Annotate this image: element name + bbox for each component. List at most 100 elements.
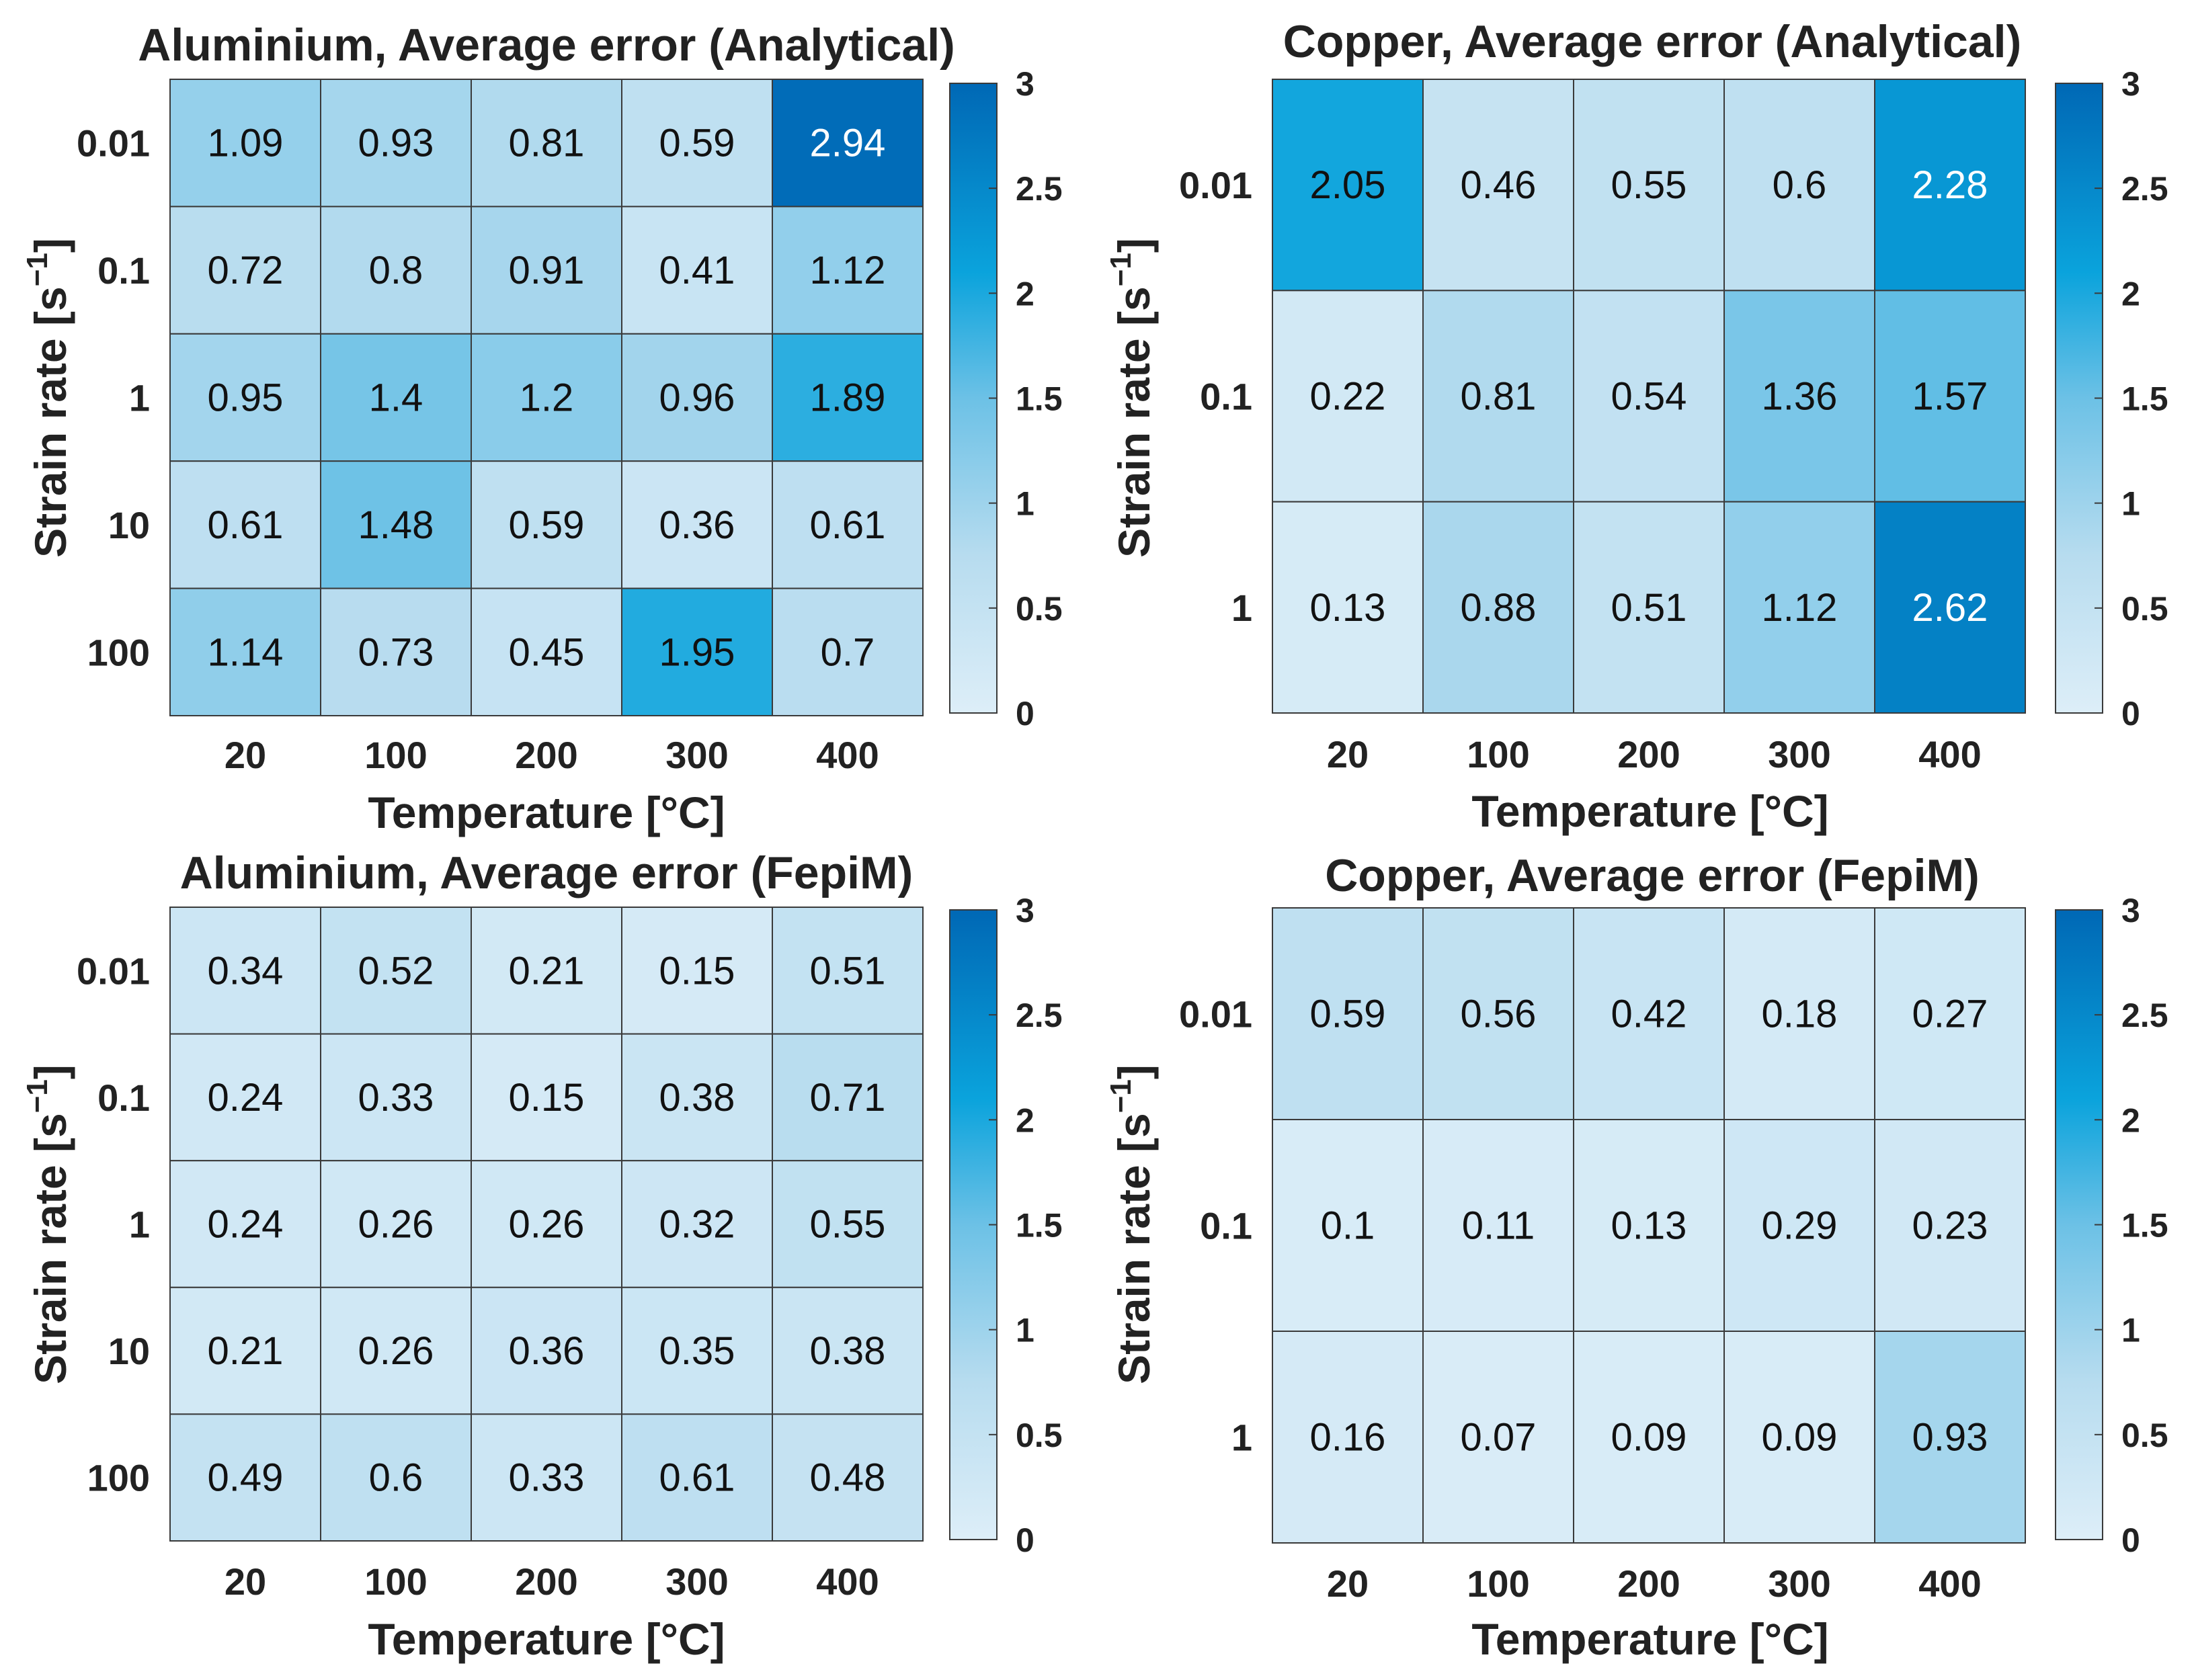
x-axis-label: Temperature [°C]: [368, 788, 725, 837]
heatmap-cell: [1422, 907, 1574, 1120]
heatmap-cell: [1422, 1331, 1574, 1544]
chart-title: Copper, Average error (FepiM): [1325, 850, 1980, 901]
y-tick-label: 1: [1231, 587, 1252, 629]
cell-label: 0.73: [358, 630, 434, 674]
x-tick-label: 100: [1467, 733, 1529, 775]
cell-label: 0.35: [659, 1329, 735, 1373]
cell-label: 1.14: [208, 630, 284, 674]
heatmap-cell: [169, 79, 321, 208]
cell-label: 0.24: [208, 1076, 284, 1120]
cell-label: 0.81: [1461, 375, 1537, 419]
heatmap-cell: [1573, 907, 1725, 1120]
cell-label: 0.59: [659, 122, 735, 165]
colorbar-tick-label: 1.5: [2121, 1207, 2168, 1245]
x-tick-label: 200: [515, 1560, 577, 1603]
y-axis-label-text: Strain rate [s: [1109, 1113, 1159, 1384]
heatmap-cell: [772, 1033, 924, 1162]
cell-label: 0.09: [1762, 1416, 1838, 1460]
y-axis-label-text: Strain rate [s: [1109, 286, 1159, 557]
colorbar-tick-label: 3: [2121, 65, 2140, 103]
y-tick-label: 10: [108, 504, 150, 546]
y-tick-label: 1: [1231, 1417, 1252, 1459]
cell-label: 0.72: [208, 249, 284, 292]
heatmap-cell: [621, 1033, 773, 1162]
cell-label: 0.34: [208, 949, 284, 993]
y-tick-label: 0.01: [77, 950, 150, 992]
cell-label: 0.13: [1611, 1204, 1687, 1248]
y-axis-label-end: ]: [1109, 1064, 1159, 1079]
cell-label: 0.51: [1611, 586, 1687, 630]
heatmap-cell: [1874, 1119, 2026, 1332]
heatmap-cell: [1573, 1119, 1725, 1332]
heatmap-cell: [471, 206, 622, 335]
colorbar-tick-label: 2.5: [1016, 997, 1063, 1034]
cell-label: 0.61: [810, 503, 886, 547]
heatmap-panel-2: Copper, Average error (Analytical) 2.05 0.…: [1104, 16, 2168, 836]
cell-label: 0.33: [358, 1076, 434, 1120]
heatmap-cell: [1723, 1119, 1875, 1332]
y-tick-label: 0.01: [77, 122, 150, 165]
y-tick-label: 0.1: [97, 1077, 150, 1119]
cell-label: 0.6: [1773, 163, 1827, 207]
heatmap-border: [1272, 79, 2026, 714]
cell-label: 0.45: [509, 630, 585, 674]
y-axis-label-text: Strain rate [s: [26, 1113, 75, 1384]
cell-label: 0.52: [358, 949, 434, 993]
heatmap-border: [169, 79, 924, 716]
x-tick-label: 300: [1768, 733, 1830, 775]
cell-label: 0.24: [208, 1203, 284, 1247]
cell-label: 0.59: [509, 503, 585, 547]
colorbar-tick-label: 0.5: [2121, 1417, 2168, 1454]
x-tick-label: 400: [1918, 1562, 1981, 1605]
cell-label: 1.4: [369, 376, 423, 420]
colorbar-tick-label: 2: [2121, 1101, 2140, 1139]
colorbar-tick-label: 2: [2121, 275, 2140, 312]
cell-label: 1.95: [659, 630, 735, 674]
heatmap-cell: [621, 79, 773, 208]
heatmap-cell: [471, 1160, 622, 1288]
cell-label: 1.09: [208, 122, 284, 165]
heatmap-cell: [621, 1413, 773, 1542]
cell-label: 2.94: [810, 122, 886, 165]
x-tick-label: 100: [364, 1560, 427, 1603]
cell-label: 0.49: [208, 1456, 284, 1500]
y-axis-label-exponent: −1: [1104, 1079, 1137, 1113]
cell-label: 0.71: [810, 1076, 886, 1120]
cell-label: 2.62: [1912, 586, 1988, 630]
y-tick-label: 0.1: [1200, 1205, 1252, 1247]
heatmap-cell: [1272, 290, 1424, 503]
cell-label: 1.48: [358, 503, 434, 547]
cell-label: 0.16: [1310, 1416, 1386, 1460]
colorbar-tick-label: 1: [1016, 1312, 1034, 1349]
heatmap-cell: [169, 907, 321, 1035]
y-tick-label: 100: [87, 631, 150, 673]
y-axis-label-exponent: −1: [21, 253, 54, 286]
cell-label: 0.41: [659, 249, 735, 292]
heatmap-cell: [471, 587, 622, 716]
colorbar-tick-label: 0.5: [2121, 590, 2168, 628]
heatmap-cell: [320, 1033, 472, 1162]
cell-label: 0.21: [208, 1329, 284, 1373]
cell-label: 0.27: [1912, 993, 1988, 1036]
heatmap-cell: [1723, 907, 1875, 1120]
y-axis-label: Strain rate [s−1]: [21, 1064, 75, 1384]
cell-label: 0.07: [1461, 1416, 1537, 1460]
colorbar-tick-label: 1.5: [1016, 1207, 1063, 1245]
heatmap-cell: [772, 907, 924, 1035]
x-tick-label: 400: [816, 1560, 879, 1603]
cell-label: 0.59: [1310, 993, 1386, 1036]
y-axis-label: Strain rate [s−1]: [1104, 238, 1159, 558]
heatmap-cell: [1723, 290, 1875, 503]
heatmap-cell: [1422, 1119, 1574, 1332]
colorbar-tick-label: 3: [1016, 892, 1034, 929]
y-tick-label: 0.1: [97, 249, 150, 292]
y-axis-label: Strain rate [s−1]: [21, 238, 75, 558]
y-tick-label: 100: [87, 1457, 150, 1499]
colorbar-tick-label: 2: [1016, 275, 1034, 312]
y-axis-label-end: ]: [1109, 238, 1159, 253]
x-tick-label: 20: [225, 1560, 266, 1603]
heatmap-cell: [1573, 501, 1725, 714]
cell-label: 0.81: [509, 122, 585, 165]
heatmap-cell: [320, 587, 472, 716]
cell-label: 0.8: [369, 249, 423, 292]
